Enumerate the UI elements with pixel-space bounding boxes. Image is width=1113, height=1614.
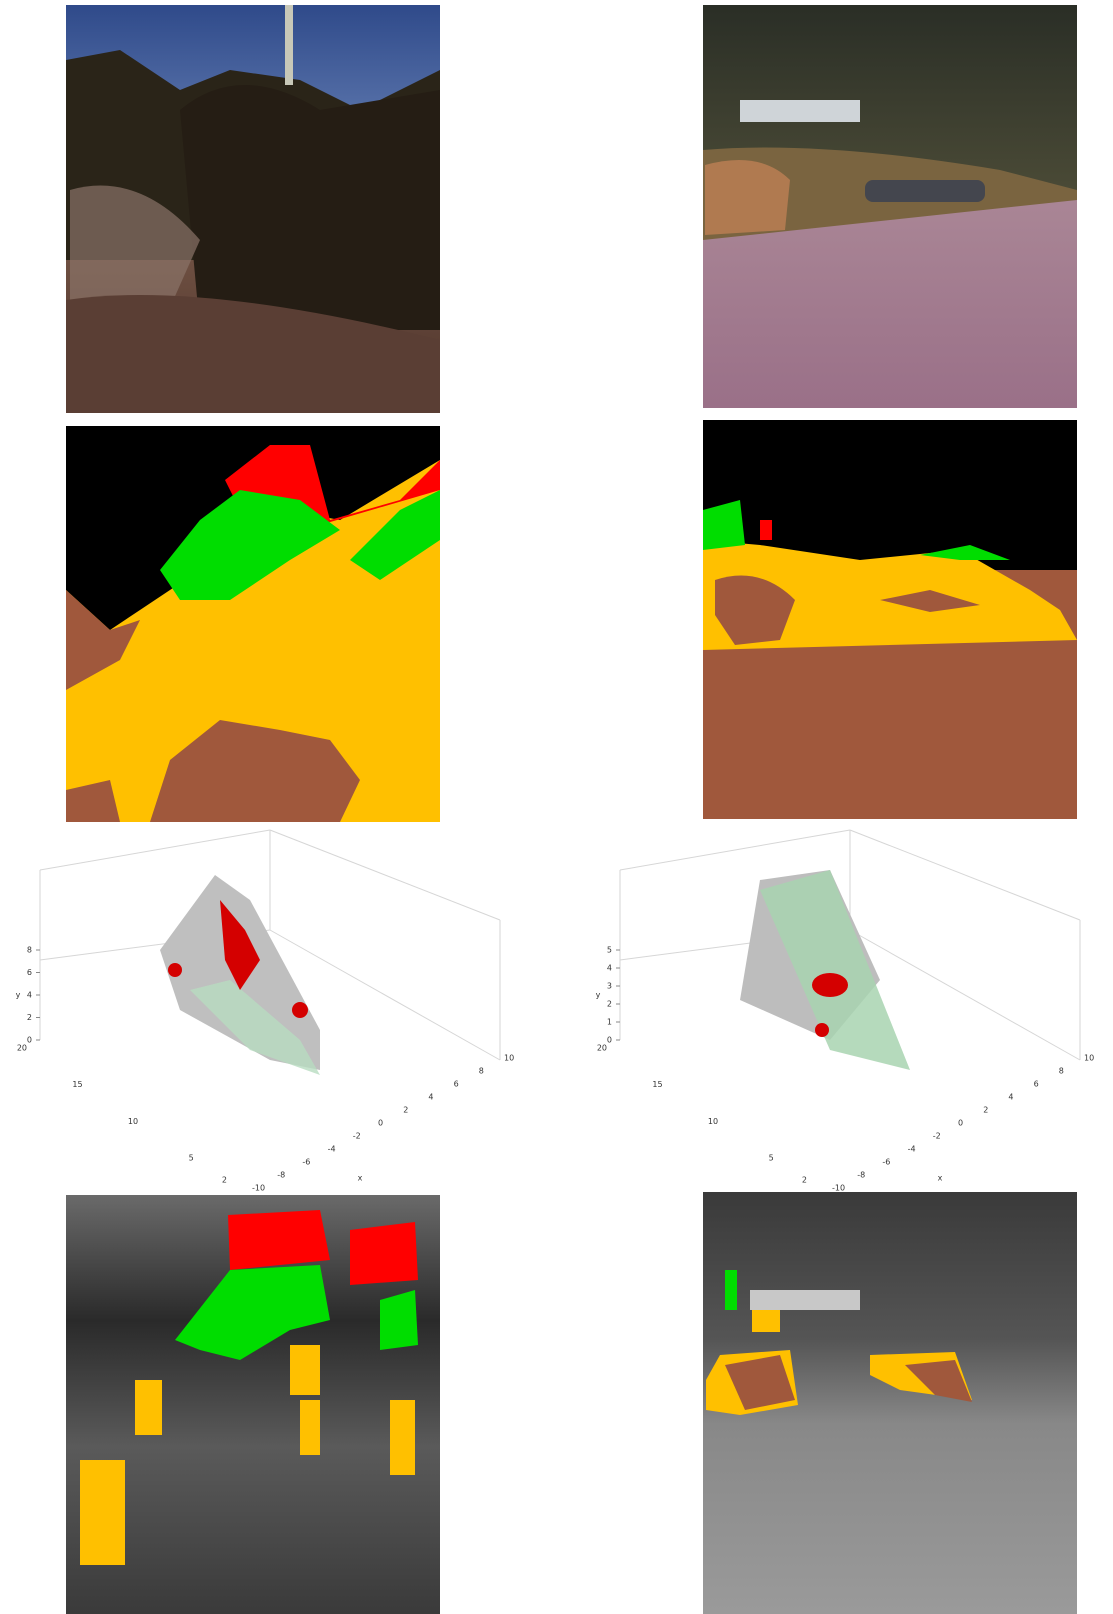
plot-3d-left (40, 830, 500, 1075)
vertical-tick-label: 5 (607, 946, 612, 955)
horizontal-tick-label: 10 (1084, 1054, 1094, 1063)
horizontal-tick-label: -8 (277, 1171, 285, 1180)
overlay-right (703, 1192, 1077, 1614)
horizontal-tick-label: -6 (882, 1158, 890, 1167)
page: 02468y25101520-10-8-6-4-20246810x012345y… (0, 0, 1113, 1614)
horizontal-tick-label: 2 (983, 1106, 988, 1115)
horizontal-tick-label: 10 (504, 1054, 514, 1063)
horizontal-tick-label: 4 (428, 1093, 433, 1102)
horizontal-tick-label: 6 (1034, 1080, 1039, 1089)
plot-3d-right (620, 830, 1080, 1070)
horizontal-tick-label: 0 (378, 1119, 383, 1128)
vertical-tick-label: 3 (607, 982, 612, 991)
horizontal-tick-label: -2 (353, 1132, 361, 1141)
horizontal-axis-label: x (938, 1174, 943, 1183)
segmentation-left (66, 426, 440, 822)
vertical-tick-label: 0 (27, 1036, 32, 1045)
horizontal-axis-label: x (358, 1174, 363, 1183)
depth-tick-label: 20 (597, 1044, 607, 1053)
vertical-tick-label: 8 (27, 946, 32, 955)
figure: 02468y25101520-10-8-6-4-20246810x012345y… (0, 0, 1113, 1614)
depth-tick-label: 2 (222, 1176, 227, 1185)
horizontal-tick-label: -8 (857, 1171, 865, 1180)
depth-tick-label: 10 (708, 1117, 718, 1126)
vertical-tick-label: 0 (607, 1036, 612, 1045)
depth-tick-label: 10 (128, 1117, 138, 1126)
horizontal-tick-label: -4 (908, 1145, 916, 1154)
photo-left (66, 5, 440, 413)
photo-right (703, 5, 1077, 408)
depth-tick-label: 2 (802, 1176, 807, 1185)
horizontal-tick-label: 4 (1008, 1093, 1013, 1102)
horizontal-tick-label: 8 (479, 1067, 484, 1076)
depth-tick-label: 5 (189, 1154, 194, 1163)
horizontal-tick-label: -10 (832, 1184, 845, 1193)
horizontal-tick-label: -4 (328, 1145, 336, 1154)
vertical-axis-label: y (596, 991, 601, 1000)
horizontal-tick-label: -6 (302, 1158, 310, 1167)
horizontal-tick-label: 8 (1059, 1067, 1064, 1076)
horizontal-tick-label: 6 (454, 1080, 459, 1089)
vertical-tick-label: 6 (27, 968, 32, 977)
vertical-tick-label: 1 (607, 1018, 612, 1027)
depth-tick-label: 5 (769, 1154, 774, 1163)
overlay-left (66, 1195, 440, 1614)
vertical-tick-label: 2 (607, 1000, 612, 1009)
horizontal-tick-label: -2 (933, 1132, 941, 1141)
horizontal-tick-label: 2 (403, 1106, 408, 1115)
vertical-tick-label: 4 (27, 991, 32, 1000)
vertical-axis-label: y (16, 991, 21, 1000)
segmentation-right (703, 420, 1077, 819)
depth-tick-label: 15 (652, 1080, 662, 1089)
horizontal-tick-label: 0 (958, 1119, 963, 1128)
depth-tick-label: 20 (17, 1044, 27, 1053)
vertical-tick-label: 4 (607, 964, 612, 973)
depth-tick-label: 15 (72, 1080, 82, 1089)
vertical-tick-label: 2 (27, 1013, 32, 1022)
horizontal-tick-label: -10 (252, 1184, 265, 1193)
